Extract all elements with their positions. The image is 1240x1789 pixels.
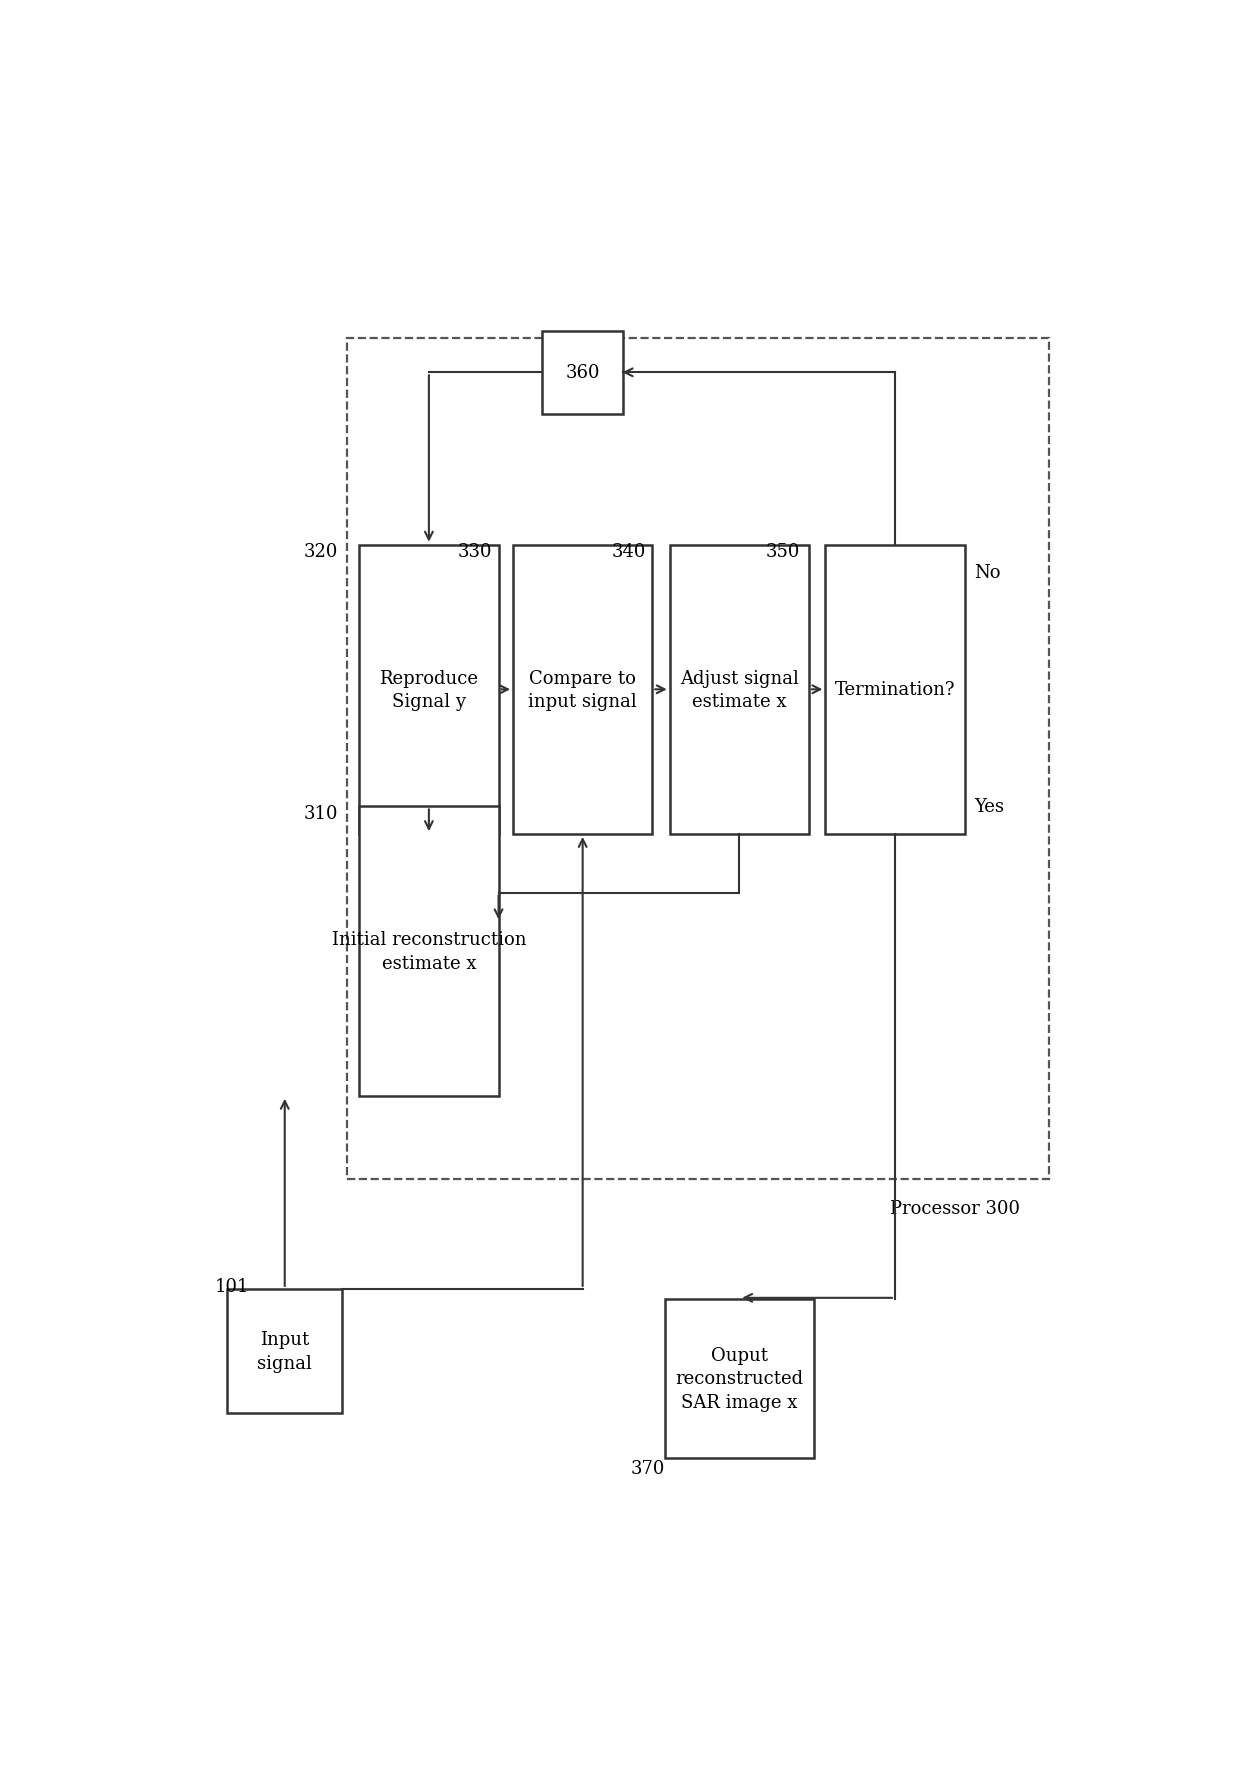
FancyBboxPatch shape: [227, 1290, 342, 1413]
FancyBboxPatch shape: [513, 546, 652, 834]
Text: Ouput
reconstructed
SAR image x: Ouput reconstructed SAR image x: [676, 1345, 804, 1412]
Text: Termination?: Termination?: [835, 682, 955, 699]
Text: Initial reconstruction
estimate x: Initial reconstruction estimate x: [331, 930, 526, 973]
Text: 310: 310: [304, 805, 339, 823]
FancyBboxPatch shape: [665, 1299, 813, 1458]
Text: Adjust signal
estimate x: Adjust signal estimate x: [680, 669, 799, 710]
Text: No: No: [973, 564, 1001, 581]
Text: Compare to
input signal: Compare to input signal: [528, 669, 637, 710]
Text: 360: 360: [565, 365, 600, 383]
FancyBboxPatch shape: [360, 807, 498, 1097]
Text: 340: 340: [611, 544, 646, 562]
Text: Yes: Yes: [973, 798, 1003, 816]
FancyBboxPatch shape: [542, 331, 624, 415]
Text: Reproduce
Signal y: Reproduce Signal y: [379, 669, 479, 710]
FancyBboxPatch shape: [360, 546, 498, 834]
FancyBboxPatch shape: [826, 546, 965, 834]
Text: 330: 330: [458, 544, 492, 562]
Text: Processor 300: Processor 300: [890, 1200, 1019, 1218]
Text: 350: 350: [765, 544, 800, 562]
Text: 370: 370: [631, 1460, 665, 1478]
FancyBboxPatch shape: [670, 546, 808, 834]
Text: Input
signal: Input signal: [257, 1331, 312, 1372]
Text: 320: 320: [304, 544, 339, 562]
Text: 101: 101: [215, 1277, 249, 1295]
